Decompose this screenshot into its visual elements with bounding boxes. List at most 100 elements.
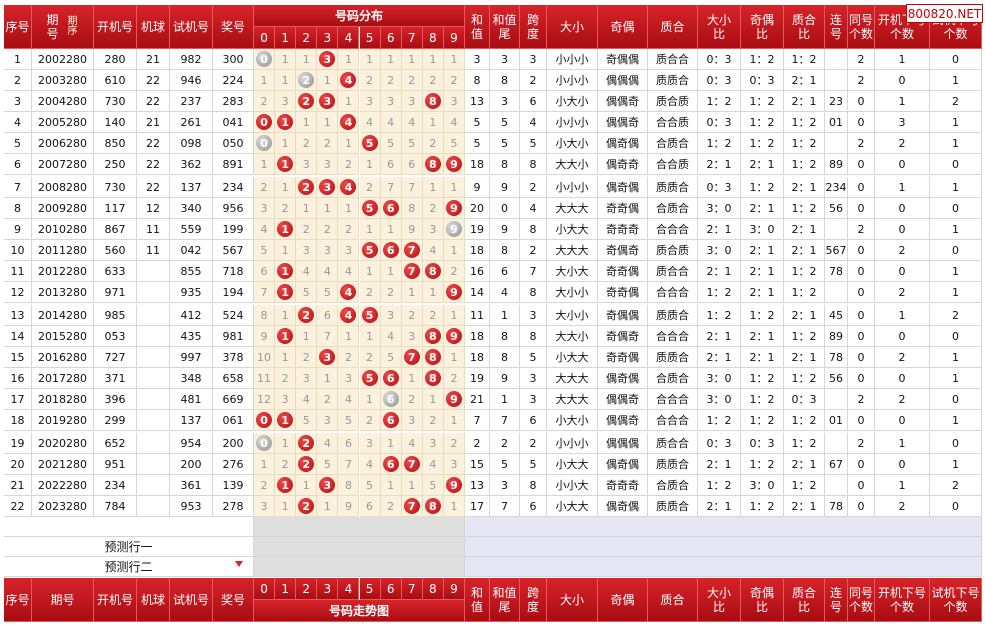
cell: 283 [213,91,254,112]
stat-cell: 0 [848,282,875,303]
stat-cell: 偶偶奇 [598,389,648,410]
stat-cell: 2：1 [784,305,825,326]
miss-count: 3 [275,389,297,410]
number-ball: 6 [382,391,399,407]
stat-cell: 2：1 [698,219,741,240]
stat-cell: 2 [848,389,875,410]
dist-cell: 1 [275,410,297,431]
dist-cell: 5 [359,305,381,326]
stat-cell: 20 [465,198,490,219]
header-label: 同号个数 [848,585,873,614]
header-cell: 奖号 [213,5,254,49]
row-index: 2 [4,70,32,91]
stat-cell: 1：2 [741,454,784,475]
stat-cell: 1：2 [698,282,741,303]
cell: 11 [137,219,170,240]
digit-header: 4 [338,578,360,600]
miss-count: 6 [338,433,360,454]
dropdown-arrow[interactable] [235,561,243,567]
miss-count: 5 [317,454,339,475]
header-cell[interactable]: 期号 期序 [32,5,94,49]
miss-count: 5 [359,475,381,496]
header-label: 连号 [829,585,842,614]
number-ball: 2 [298,307,315,323]
stat-cell: 偶偶偶 [598,70,648,91]
miss-count: 1 [359,389,381,410]
cell: 21 [137,112,170,133]
miss-count: 2 [338,154,360,175]
stat-cell: 2 [875,347,930,368]
dist-cell: 4 [338,305,360,326]
cell: 981 [213,326,254,347]
stat-cell: 大小大 [547,261,598,282]
stat-cell: 1：2 [784,198,825,219]
stat-cell: 0 [930,49,982,70]
cell: 042 [170,240,213,261]
cell [137,305,170,326]
stat-cell: 3 [490,91,520,112]
row-index: 19 [4,433,32,454]
stat-cell: 2：1 [698,326,741,347]
miss-count: 3 [380,91,402,112]
miss-count: 2 [338,219,360,240]
dist-cell: 2 [296,177,318,198]
stat-cell: 合合合 [648,389,698,410]
stat-cell: 1 [875,433,930,454]
row-index: 7 [4,177,32,198]
header-label: 开机号 [96,19,133,34]
cell: 12 [137,198,170,219]
miss-count: 4 [422,240,444,261]
stat-cell: 2 [930,305,982,326]
number-ball: 6 [382,370,399,386]
stat-cell: 8 [520,154,547,175]
stat-cell: 2 [848,219,875,240]
stat-cell: 13 [465,475,490,496]
miss-count: 2 [401,305,423,326]
stat-cell: 1 [490,305,520,326]
miss-count: 3 [317,410,339,431]
stat-cell: 质质合 [648,70,698,91]
stat-cell: 2：1 [698,154,741,175]
stat-cell [825,49,848,70]
row-index: 3 [4,91,32,112]
miss-count: 9 [254,326,276,347]
number-ball: 6 [382,242,399,258]
stat-cell: 78 [825,347,848,368]
miss-count: 4 [296,389,318,410]
stat-cell: 质合合 [648,49,698,70]
header-label: 试机下号个数 [931,585,980,614]
stat-cell: 0 [875,410,930,431]
miss-count: 2 [422,305,444,326]
dist-cell: 9 [443,475,465,496]
stat-cell: 1 [875,49,930,70]
dist-empty [254,537,465,557]
cell: 718 [213,261,254,282]
miss-count: 1 [317,368,339,389]
stat-cell: 合合合 [648,282,698,303]
stat-cell: 2 [520,433,547,454]
stat-cell: 0 [848,177,875,198]
header-label: 序号 [5,19,30,34]
miss-count: 1 [317,70,339,91]
row-index: 4 [4,112,32,133]
stat-cell: 0 [875,198,930,219]
header-label: 奖号 [220,19,245,34]
row-index: 1 [4,49,32,70]
stat-cell: 89 [825,154,848,175]
dist-cell: 0 [254,433,276,454]
stat-cell: 2 [875,282,930,303]
miss-count: 7 [380,177,402,198]
cell: 2005280 [32,112,94,133]
dist-cell: 3 [317,91,339,112]
miss-count: 1 [359,219,381,240]
stat-cell: 小小小 [547,433,598,454]
miss-count: 4 [338,261,360,282]
miss-count: 1 [296,112,318,133]
stat-cell: 1：2 [784,410,825,431]
stat-cell: 8 [490,347,520,368]
cell: 378 [213,347,254,368]
number-ball: 9 [445,284,462,300]
cell [137,433,170,454]
stat-cell: 2 [520,70,547,91]
number-ball: 8 [424,328,441,344]
